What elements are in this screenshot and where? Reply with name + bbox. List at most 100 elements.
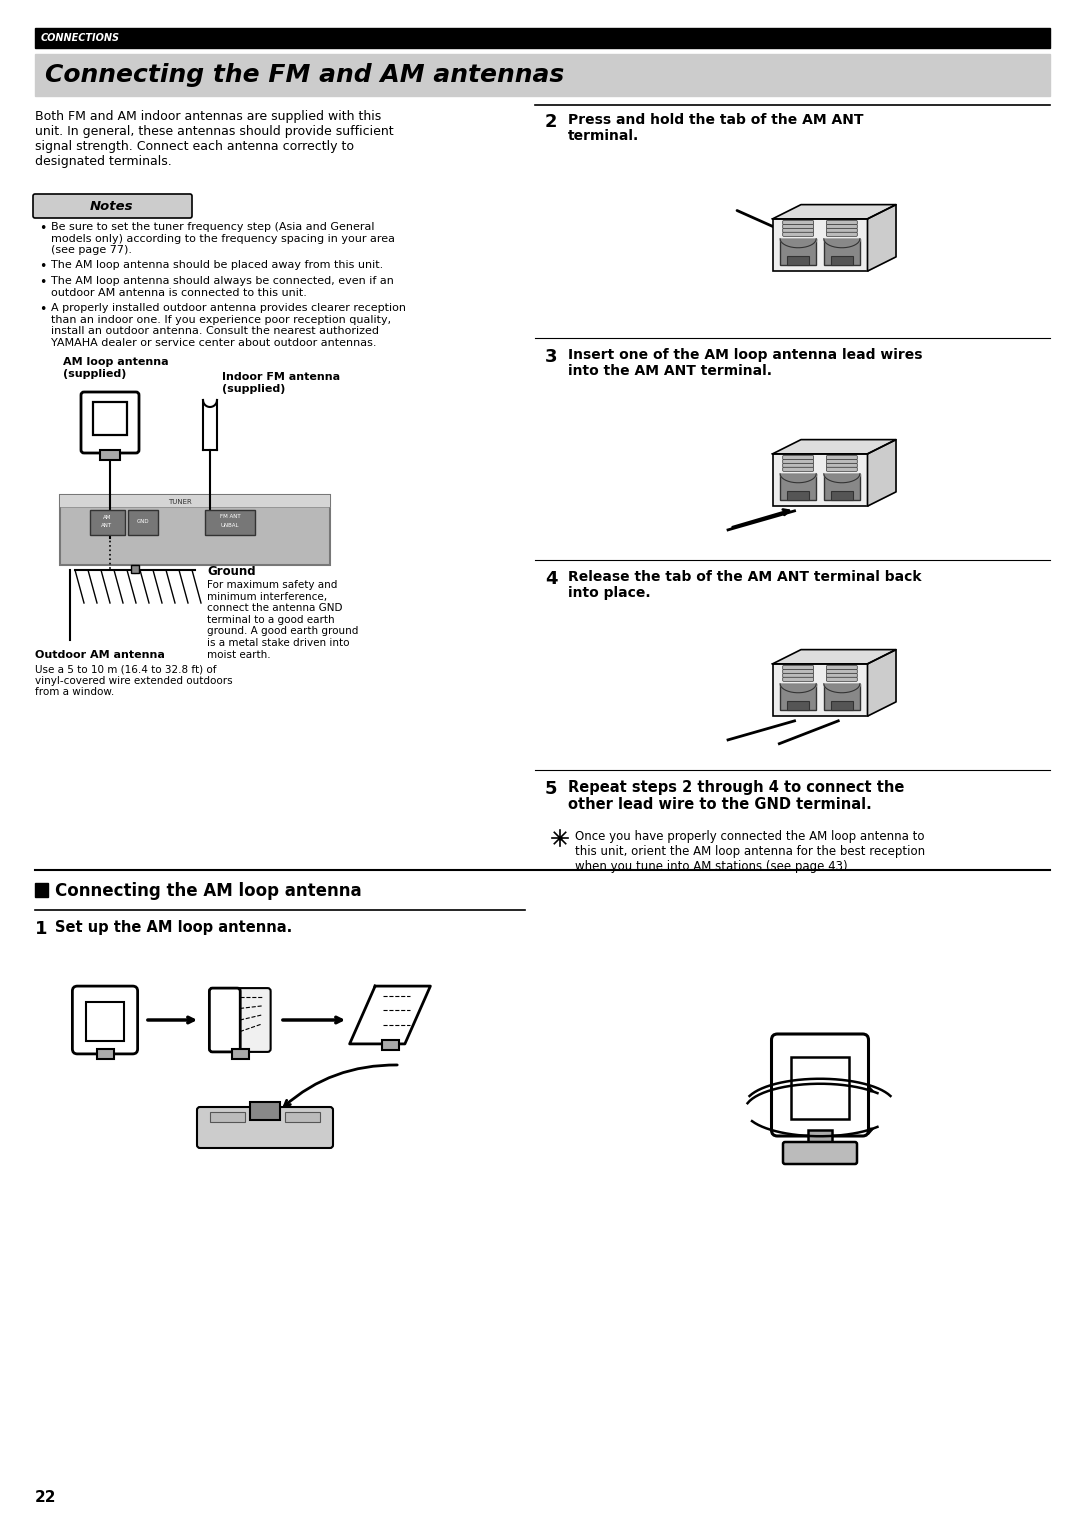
Bar <box>831 702 853 710</box>
Text: ANT: ANT <box>102 522 112 528</box>
Text: Connecting the FM and AM antennas: Connecting the FM and AM antennas <box>45 62 564 87</box>
FancyBboxPatch shape <box>783 468 813 471</box>
FancyBboxPatch shape <box>783 455 813 460</box>
Bar <box>824 474 860 500</box>
Polygon shape <box>867 440 896 506</box>
Text: Set up the AM loop antenna.: Set up the AM loop antenna. <box>55 920 293 935</box>
Bar <box>249 1103 280 1119</box>
FancyBboxPatch shape <box>826 468 858 471</box>
Text: Use a 5 to 10 m (16.4 to 32.8 ft) of
vinyl-covered wire extended outdoors
from a: Use a 5 to 10 m (16.4 to 32.8 ft) of vin… <box>35 664 232 698</box>
Bar <box>35 883 48 897</box>
Bar <box>90 510 125 535</box>
Polygon shape <box>772 440 896 454</box>
Text: 1: 1 <box>35 920 48 938</box>
Bar <box>60 495 330 565</box>
Bar <box>210 1112 245 1122</box>
Text: TUNER: TUNER <box>168 500 192 506</box>
FancyBboxPatch shape <box>826 228 858 233</box>
FancyBboxPatch shape <box>33 193 192 218</box>
Bar <box>100 449 120 460</box>
FancyBboxPatch shape <box>826 673 858 678</box>
Bar <box>35 53 1050 96</box>
Text: 5: 5 <box>545 780 557 798</box>
Bar <box>60 495 330 507</box>
Text: The AM loop antenna should be placed away from this unit.: The AM loop antenna should be placed awa… <box>51 260 383 270</box>
Bar <box>824 239 860 265</box>
FancyBboxPatch shape <box>197 1107 333 1148</box>
Text: Indoor FM antenna
(supplied): Indoor FM antenna (supplied) <box>222 372 340 393</box>
Text: Connecting the AM loop antenna: Connecting the AM loop antenna <box>55 882 362 900</box>
Text: UNBAL: UNBAL <box>220 522 240 528</box>
Text: Outdoor AM antenna: Outdoor AM antenna <box>35 650 165 659</box>
Polygon shape <box>772 204 896 219</box>
Bar <box>787 492 809 500</box>
Text: •: • <box>39 303 46 315</box>
Bar <box>96 1049 113 1058</box>
FancyBboxPatch shape <box>826 460 858 463</box>
FancyBboxPatch shape <box>783 463 813 468</box>
Text: Press and hold the tab of the AM ANT
terminal.: Press and hold the tab of the AM ANT ter… <box>568 113 864 143</box>
FancyBboxPatch shape <box>783 670 813 673</box>
FancyBboxPatch shape <box>826 670 858 673</box>
Bar <box>780 239 816 265</box>
FancyBboxPatch shape <box>826 678 858 681</box>
FancyBboxPatch shape <box>826 231 858 236</box>
Text: CONNECTIONS: CONNECTIONS <box>41 34 120 43</box>
Bar <box>772 219 867 271</box>
FancyBboxPatch shape <box>783 228 813 233</box>
Polygon shape <box>772 650 896 664</box>
Text: 2: 2 <box>545 113 557 131</box>
Bar <box>791 1057 849 1119</box>
Bar <box>824 684 860 710</box>
Bar <box>787 256 809 265</box>
Text: •: • <box>39 276 46 289</box>
Text: Both FM and AM indoor antennas are supplied with this
unit. In general, these an: Both FM and AM indoor antennas are suppl… <box>35 110 393 168</box>
FancyBboxPatch shape <box>826 463 858 468</box>
Text: Release the tab of the AM ANT terminal back
into place.: Release the tab of the AM ANT terminal b… <box>568 570 921 600</box>
FancyBboxPatch shape <box>783 224 813 228</box>
FancyBboxPatch shape <box>783 460 813 463</box>
Bar <box>831 256 853 265</box>
Text: Be sure to set the tuner frequency step (Asia and General
models only) according: Be sure to set the tuner frequency step … <box>51 222 395 256</box>
Bar <box>831 492 853 500</box>
Text: Ground: Ground <box>207 565 256 579</box>
FancyBboxPatch shape <box>72 985 137 1054</box>
Bar <box>231 1049 248 1058</box>
Bar <box>93 402 127 434</box>
Text: Insert one of the AM loop antenna lead wires
into the AM ANT terminal.: Insert one of the AM loop antenna lead w… <box>568 347 922 378</box>
Bar <box>131 565 139 573</box>
Text: AM: AM <box>103 515 111 519</box>
Bar <box>808 1130 832 1144</box>
Bar <box>787 702 809 710</box>
Bar <box>780 684 816 710</box>
Text: GND: GND <box>137 519 149 524</box>
Text: •: • <box>39 222 46 235</box>
Bar <box>205 510 255 535</box>
Polygon shape <box>867 204 896 271</box>
Text: 22: 22 <box>35 1489 56 1505</box>
FancyBboxPatch shape <box>826 224 858 228</box>
Bar <box>772 454 867 506</box>
Bar <box>285 1112 320 1122</box>
FancyBboxPatch shape <box>210 988 240 1052</box>
Text: The AM loop antenna should always be connected, even if an
outdoor AM antenna is: The AM loop antenna should always be con… <box>51 276 394 297</box>
FancyBboxPatch shape <box>826 455 858 460</box>
Bar <box>86 1002 124 1042</box>
FancyBboxPatch shape <box>783 673 813 678</box>
Text: A properly installed outdoor antenna provides clearer reception
than an indoor o: A properly installed outdoor antenna pro… <box>51 303 406 347</box>
Polygon shape <box>867 650 896 716</box>
Text: •: • <box>39 260 46 273</box>
Text: 4: 4 <box>545 570 557 588</box>
Text: For maximum safety and
minimum interference,
connect the antenna GND
terminal to: For maximum safety and minimum interfere… <box>207 580 359 659</box>
Bar <box>35 27 1050 49</box>
Text: AM loop antenna
(supplied): AM loop antenna (supplied) <box>63 356 168 379</box>
FancyBboxPatch shape <box>237 988 271 1052</box>
FancyBboxPatch shape <box>826 666 858 670</box>
Polygon shape <box>350 985 430 1043</box>
FancyBboxPatch shape <box>783 221 813 224</box>
FancyBboxPatch shape <box>826 221 858 224</box>
Text: Notes: Notes <box>90 200 134 213</box>
Text: FM ANT: FM ANT <box>219 513 241 519</box>
FancyBboxPatch shape <box>771 1034 868 1136</box>
Bar <box>381 1040 399 1049</box>
